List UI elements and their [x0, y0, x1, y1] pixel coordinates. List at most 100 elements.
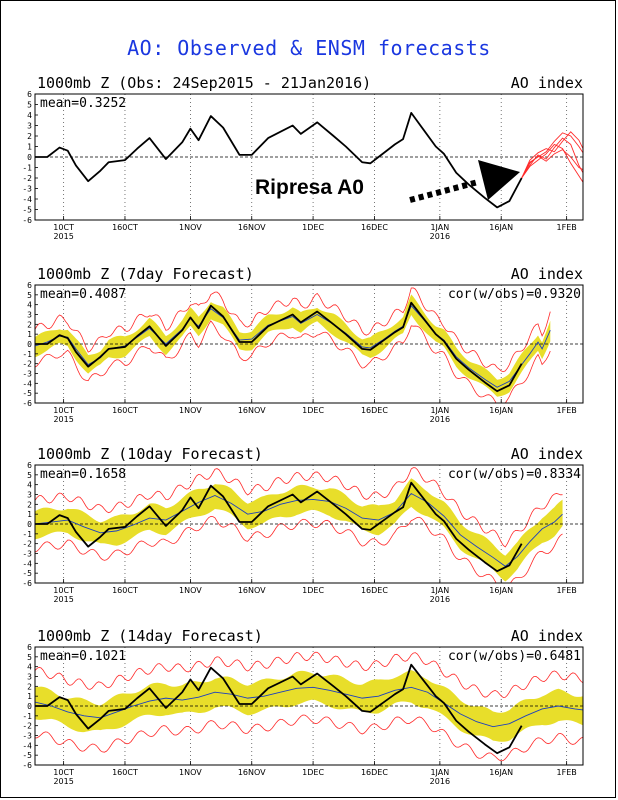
y-tick-label: -4 [22, 195, 32, 204]
x-tick-label: 1JAN [430, 406, 449, 415]
plot-area [35, 647, 583, 765]
x-tick-label: 1DEC [302, 768, 324, 777]
x-tick-label: 1JAN [430, 586, 449, 595]
x-tick-label: 1FEB [557, 586, 577, 595]
panel-title: 1000mb Z (14day Forecast) [37, 627, 263, 645]
x-tick-label: 1FEB [557, 406, 577, 415]
x-tick-label: 1NOV [179, 586, 202, 595]
chart-panel-1: 1000mb Z (Obs: 24Sep2015 - 21Jan2016) AO … [22, 74, 584, 241]
observed-line [35, 301, 523, 393]
y-tick-label: 1 [27, 510, 32, 519]
y-tick-label: 6 [27, 281, 32, 290]
y-tick-label: -6 [22, 579, 32, 588]
ensemble-band [35, 294, 551, 397]
y-tick-label: 4 [27, 111, 32, 120]
ensemble-band [35, 478, 563, 582]
panel-index-label: AO index [511, 445, 583, 463]
correlation-label: cor(w/obs)=0.8334 [448, 467, 581, 482]
panel-title: 1000mb Z (10day Forecast) [37, 445, 263, 463]
x-tick-year-label: 2015 [53, 777, 73, 786]
y-tick-label: 1 [27, 330, 32, 339]
x-tick-label: 1DEC [302, 223, 324, 232]
panel-title: 1000mb Z (Obs: 24Sep2015 - 21Jan2016) [37, 74, 371, 92]
annotation-arrow-head [478, 160, 520, 200]
y-tick-label: 2 [27, 320, 32, 329]
y-tick-label: 5 [27, 291, 32, 300]
y-tick-label: 5 [27, 653, 32, 662]
annotation-arrow-icon [409, 160, 520, 203]
y-tick-label: -6 [22, 761, 32, 770]
y-tick-label: -6 [22, 399, 32, 408]
x-tick-label: 10CT [53, 223, 74, 232]
y-tick-label: -5 [22, 751, 32, 760]
y-tick-label: 4 [27, 301, 32, 310]
y-tick-label: -4 [22, 559, 32, 568]
panel-index-label: AO index [511, 627, 583, 645]
x-tick-label: 1DEC [302, 406, 324, 415]
y-tick-label: -2 [22, 540, 32, 549]
ensemble-member-line [521, 131, 583, 179]
mean-label: mean=0.3252 [40, 96, 126, 111]
y-tick-label: -4 [22, 741, 32, 750]
x-tick-label: 10CT [53, 768, 74, 777]
x-tick-label: 160CT [112, 223, 138, 232]
y-tick-label: -2 [22, 360, 32, 369]
x-tick-label: 160CT [112, 586, 138, 595]
y-tick-label: -3 [22, 185, 32, 194]
y-tick-label: -5 [22, 206, 32, 215]
y-tick-label: 1 [27, 143, 32, 152]
x-tick-year-label: 2015 [53, 595, 73, 604]
forecast-mean-line [35, 492, 563, 567]
y-tick-label: 6 [27, 90, 32, 99]
panel-index-label: AO index [511, 265, 583, 283]
spread-lower-line [35, 516, 563, 583]
x-tick-label: 16DEC [361, 223, 388, 232]
plot-area [35, 285, 583, 403]
y-tick-label: 4 [27, 481, 32, 490]
y-tick-label: -1 [22, 350, 32, 359]
y-tick-label: 6 [27, 643, 32, 652]
y-tick-label: -2 [22, 174, 32, 183]
spread-lower-line [35, 714, 583, 762]
plot-area [35, 465, 583, 583]
y-tick-label: 5 [27, 471, 32, 480]
mean-label: mean=0.4087 [40, 287, 126, 302]
y-tick-label: -5 [22, 389, 32, 398]
y-tick-label: -1 [22, 712, 32, 721]
annotation-arrow-shaft [409, 179, 479, 203]
y-tick-label: 4 [27, 663, 32, 672]
x-tick-label: 1NOV [179, 223, 202, 232]
panel-index-label: AO index [511, 74, 583, 92]
y-tick-label: 0 [27, 340, 32, 349]
x-tick-label: 1NOV [179, 768, 202, 777]
spread-upper-line [35, 467, 563, 548]
x-tick-year-label: 2015 [53, 415, 73, 424]
y-tick-label: -4 [22, 379, 32, 388]
mean-label: mean=0.1658 [40, 467, 126, 482]
spread-upper-line [35, 651, 583, 698]
y-tick-label: -1 [22, 530, 32, 539]
y-tick-label: 0 [27, 153, 32, 162]
x-tick-label: 16NOV [238, 406, 266, 415]
y-tick-label: 2 [27, 500, 32, 509]
y-tick-label: 6 [27, 461, 32, 470]
y-tick-label: -1 [22, 164, 32, 173]
y-tick-label: -2 [22, 722, 32, 731]
y-tick-label: -3 [22, 370, 32, 379]
x-tick-year-label: 2016 [430, 777, 450, 786]
x-tick-label: 16NOV [238, 223, 266, 232]
x-tick-label: 160CT [112, 406, 138, 415]
panel-title: 1000mb Z (7day Forecast) [37, 265, 254, 283]
y-tick-label: -3 [22, 550, 32, 559]
x-tick-label: 1FEB [557, 768, 577, 777]
spread-upper-line [35, 287, 551, 373]
x-tick-year-label: 2016 [430, 232, 450, 241]
observed-line [35, 481, 523, 573]
x-tick-label: 16DEC [361, 768, 388, 777]
x-tick-year-label: 2016 [430, 595, 450, 604]
ensemble-band [35, 670, 583, 742]
figure-title: AO: Observed & ENSM forecasts [127, 36, 491, 60]
ensemble-member-line [521, 137, 583, 179]
x-tick-label: 10CT [53, 406, 74, 415]
